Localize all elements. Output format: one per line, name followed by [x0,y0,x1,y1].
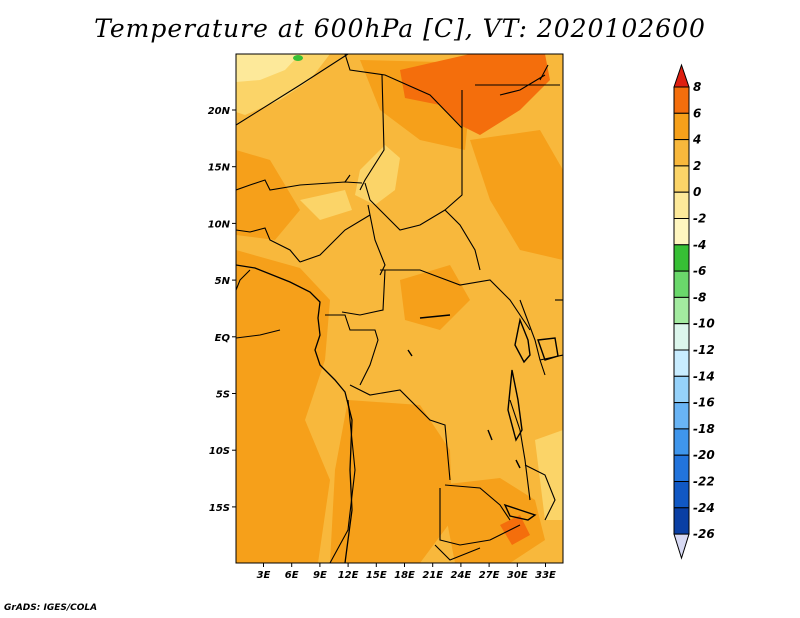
lon-tick-label: 9E [313,570,327,581]
lon-tick-label: 27E [479,570,500,581]
colorbar-over-arrow [673,63,690,88]
colorbar-label: -26 [693,527,715,541]
longitude-axis: 3E 6E 9E 12E 15E 18E 21E 24E 27E 30E 33E [257,563,556,581]
colorbar-label: -20 [693,448,715,462]
lat-tick-label: 5S [216,390,230,401]
colorbar-label: -12 [693,343,715,357]
colorbar-label: 6 [693,106,701,120]
colorbar-label: -4 [693,238,706,252]
lat-tick-label: 10N [208,219,231,230]
lon-tick-label: 33E [535,570,556,581]
lon-tick-label: 3E [257,570,271,581]
colorbar-label: -16 [693,396,715,410]
colorbar-segment [673,402,690,430]
colorbar-label: -2 [693,212,706,226]
lat-tick-label: 20N [208,106,231,117]
colorbar-segment [673,244,690,272]
colorbar-segment [673,349,690,377]
lon-tick-label: 30E [507,570,528,581]
colorbar-segment [673,481,690,509]
colorbar-segment [673,296,690,325]
lat-tick-label: 15N [208,163,231,174]
colorbar-segment [673,375,690,404]
colorbar-label: 8 [693,80,701,94]
colorbar-segment [673,507,690,535]
colorbar-segment [673,191,690,219]
colorbar-label: 2 [693,159,701,173]
colorbar-under-arrow [673,533,690,560]
colorbar-label: -8 [693,290,706,304]
colorbar-segment [673,323,690,351]
lon-tick-label: 6E [285,570,299,581]
map-title: Temperature at 600hPa [C], VT: 202010260… [94,14,706,43]
lat-tick-label: 5N [215,276,231,287]
lon-tick-label: 21E [422,570,443,581]
lat-tick-label: 15S [209,503,230,514]
colorbar-label: -6 [693,264,706,278]
colorbar-segment [673,270,690,298]
colorbar-label: -24 [693,501,715,515]
temperature-field [236,54,563,563]
colorbar-segment [673,139,690,167]
colorbar-label: -14 [693,369,715,383]
lon-tick-label: 24E [451,570,472,581]
colorbar-label: 4 [692,133,701,147]
colorbar-label: -10 [693,317,715,331]
colorbar-segment [673,454,690,483]
colorbar-segment [673,112,690,141]
colorbar-segment [673,218,690,246]
lon-tick-label: 18E [394,570,415,581]
colorbar-label: -22 [693,475,715,489]
lat-tick-label: 10S [209,446,230,457]
colorbar-segment [673,86,690,114]
colorbar-segment [673,165,690,193]
colorbar-segment [673,428,690,456]
map-frame [235,53,564,564]
latitude-axis: 20N 15N 10N 5N EQ 5S 10S 15S [208,106,236,514]
colorbar-label: -18 [693,422,715,436]
colorbar-label: 0 [693,185,701,199]
lon-tick-label: 15E [366,570,387,581]
footer-credit: GrADS: IGES/COLA [4,603,98,613]
lon-tick-label: 12E [338,570,359,581]
colorbar: 8 6 4 2 0 -2 -4 -6 -8 -10 -12 -14 -16 -18 -20 -22 -24 -26 [673,63,715,560]
lat-tick-label: EQ [215,333,231,344]
